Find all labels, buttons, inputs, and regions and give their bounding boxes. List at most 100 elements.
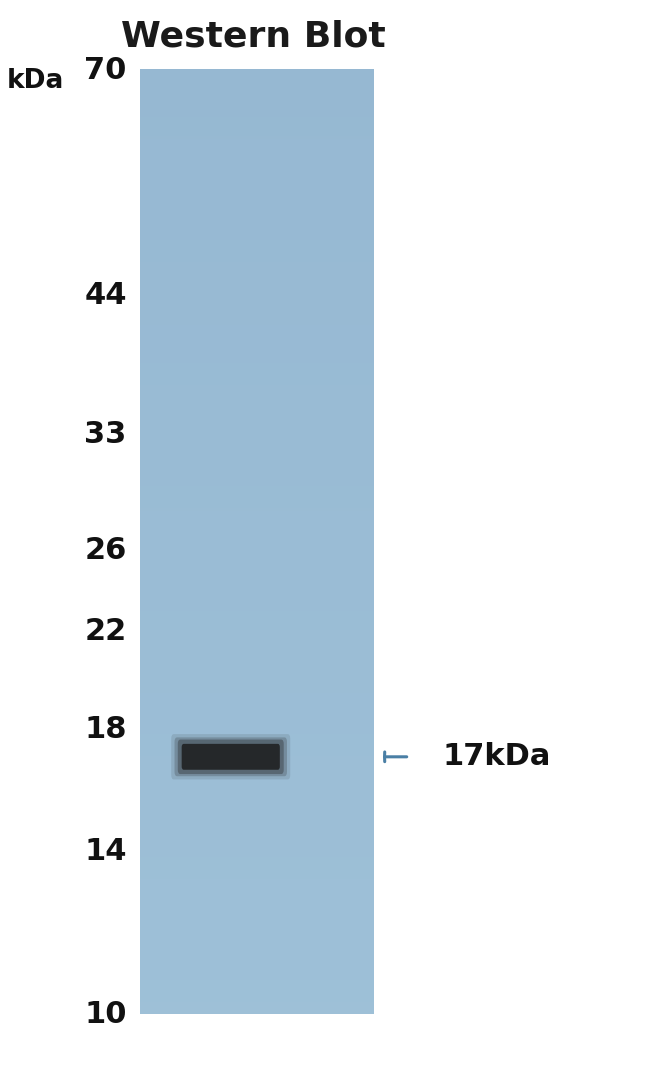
Bar bbox=[140, 135, 374, 139]
Bar bbox=[140, 906, 374, 911]
Bar bbox=[140, 890, 374, 894]
Bar bbox=[140, 242, 374, 246]
Bar bbox=[140, 752, 374, 756]
Bar bbox=[140, 240, 374, 243]
Bar bbox=[140, 742, 374, 747]
Bar bbox=[140, 85, 374, 90]
Bar bbox=[140, 975, 374, 980]
Bar bbox=[140, 733, 374, 737]
Bar bbox=[140, 525, 374, 530]
Bar bbox=[140, 387, 374, 392]
Bar bbox=[140, 154, 374, 159]
Bar bbox=[140, 931, 374, 935]
Bar bbox=[140, 488, 374, 492]
Bar bbox=[140, 292, 374, 297]
Bar bbox=[140, 286, 374, 290]
Bar bbox=[140, 312, 374, 315]
Bar bbox=[140, 230, 374, 234]
Bar bbox=[140, 711, 374, 715]
Bar bbox=[140, 450, 374, 454]
Bar bbox=[140, 117, 374, 121]
Bar bbox=[140, 856, 374, 860]
Bar bbox=[140, 992, 374, 995]
Bar bbox=[140, 677, 374, 681]
FancyBboxPatch shape bbox=[171, 734, 290, 779]
Bar bbox=[140, 947, 374, 952]
Text: 33: 33 bbox=[84, 421, 127, 450]
Bar bbox=[140, 509, 374, 514]
Bar bbox=[140, 780, 374, 784]
Bar bbox=[140, 327, 374, 331]
Bar bbox=[140, 268, 374, 272]
Text: 18: 18 bbox=[84, 714, 127, 743]
Bar bbox=[140, 343, 374, 347]
Bar bbox=[140, 125, 374, 129]
Bar bbox=[140, 472, 374, 476]
Text: 26: 26 bbox=[84, 536, 127, 565]
Bar bbox=[140, 350, 374, 354]
Bar bbox=[140, 365, 374, 369]
Bar bbox=[140, 783, 374, 788]
Bar bbox=[140, 529, 374, 533]
Bar bbox=[140, 765, 374, 768]
Bar bbox=[140, 588, 374, 592]
Bar bbox=[140, 708, 374, 712]
Bar bbox=[140, 652, 374, 655]
Bar bbox=[140, 368, 374, 372]
Bar bbox=[140, 100, 374, 105]
Text: 70: 70 bbox=[84, 56, 127, 84]
Bar bbox=[140, 698, 374, 702]
Bar bbox=[140, 566, 374, 571]
Bar bbox=[140, 560, 374, 564]
Bar bbox=[140, 759, 374, 763]
Bar bbox=[140, 673, 374, 678]
Bar bbox=[140, 626, 374, 630]
Bar bbox=[140, 796, 374, 801]
Bar bbox=[140, 925, 374, 929]
Bar bbox=[140, 746, 374, 750]
Bar bbox=[140, 355, 374, 359]
Bar bbox=[140, 169, 374, 174]
Bar bbox=[140, 399, 374, 404]
Bar bbox=[140, 182, 374, 187]
Bar bbox=[140, 431, 374, 435]
Text: Western Blot: Western Blot bbox=[121, 19, 386, 54]
Bar bbox=[140, 705, 374, 709]
Bar bbox=[140, 962, 374, 967]
Bar bbox=[140, 729, 374, 734]
Bar bbox=[140, 727, 374, 732]
Bar bbox=[140, 513, 374, 517]
Bar bbox=[140, 887, 374, 891]
Bar bbox=[140, 607, 374, 612]
Text: 17kDa: 17kDa bbox=[442, 742, 551, 771]
Bar bbox=[140, 645, 374, 650]
Bar bbox=[140, 88, 374, 92]
Bar bbox=[140, 279, 374, 284]
Bar bbox=[140, 736, 374, 740]
Bar bbox=[140, 460, 374, 464]
Bar bbox=[140, 251, 374, 256]
Bar bbox=[140, 997, 374, 1001]
Bar bbox=[140, 542, 374, 545]
Bar bbox=[140, 245, 374, 249]
Bar bbox=[140, 604, 374, 609]
FancyBboxPatch shape bbox=[174, 737, 287, 776]
Bar bbox=[140, 979, 374, 983]
Bar bbox=[140, 258, 374, 262]
Bar bbox=[140, 573, 374, 577]
Bar bbox=[140, 547, 374, 551]
Text: 14: 14 bbox=[84, 836, 127, 865]
Bar bbox=[140, 283, 374, 287]
Bar bbox=[140, 199, 374, 203]
Bar bbox=[140, 951, 374, 955]
Bar bbox=[140, 217, 374, 221]
Text: kDa: kDa bbox=[6, 68, 64, 94]
Bar bbox=[140, 793, 374, 797]
Bar bbox=[140, 532, 374, 536]
Bar bbox=[140, 161, 374, 165]
Bar bbox=[140, 598, 374, 602]
Bar bbox=[140, 497, 374, 502]
Bar bbox=[140, 261, 374, 265]
Bar bbox=[140, 305, 374, 310]
Bar bbox=[140, 141, 374, 146]
